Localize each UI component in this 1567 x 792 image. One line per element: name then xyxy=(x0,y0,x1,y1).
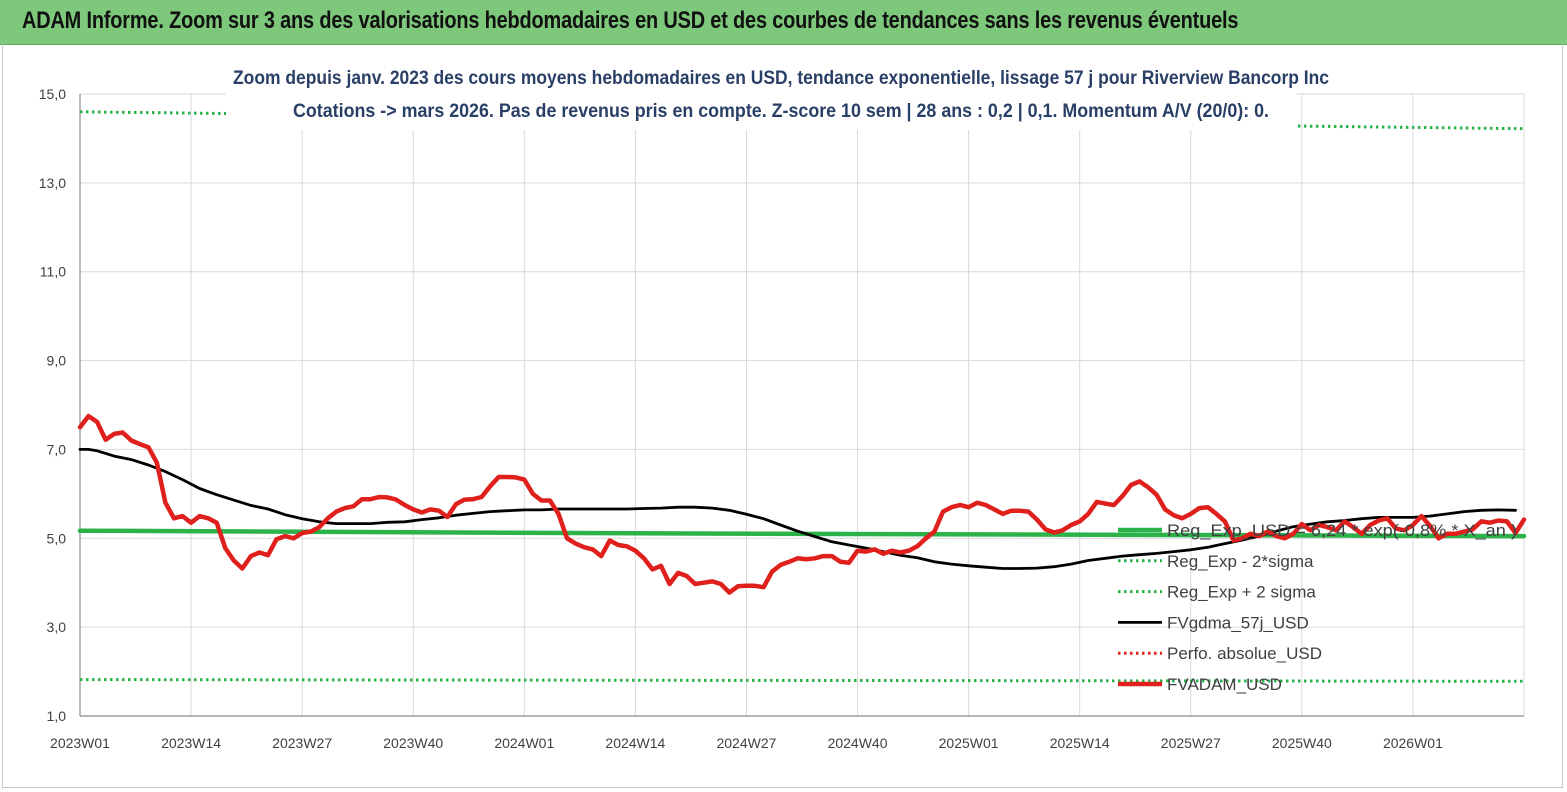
x-tick-label: 2026W01 xyxy=(1383,735,1443,751)
legend-label: Reg_Exp - 2*sigma xyxy=(1167,552,1314,571)
chart-frame xyxy=(2,44,1563,788)
x-tick-label: 2024W27 xyxy=(716,735,776,751)
y-tick-label: 7,0 xyxy=(47,441,67,457)
chart-subtitle: Cotations -> mars 2026. Pas de revenus p… xyxy=(293,101,1269,122)
x-tick-label: 2023W14 xyxy=(161,735,221,751)
legend-label: Perfo. absolue_USD xyxy=(1167,644,1322,663)
y-tick-label: 5,0 xyxy=(47,530,67,546)
x-tick-label: 2024W01 xyxy=(494,735,554,751)
report-title: ADAM Informe. Zoom sur 3 ans des valoris… xyxy=(22,7,1239,34)
y-tick-label: 1,0 xyxy=(47,708,67,724)
x-tick-label: 2025W27 xyxy=(1161,735,1221,751)
y-tick-label: 13,0 xyxy=(39,175,66,191)
legend-label: Reg_Exp + 2 sigma xyxy=(1167,583,1316,602)
y-axis-ticks: 1,0 3,0 5,0 7,0 9,0 11,0 13,0 15,0 xyxy=(39,86,66,724)
chart-title: Zoom depuis janv. 2023 des cours moyens … xyxy=(233,68,1329,89)
y-tick-label: 9,0 xyxy=(47,353,67,369)
report-banner: ADAM Informe. Zoom sur 3 ans des valoris… xyxy=(0,0,1567,45)
chart-legend: Reg_Exp_USD = 6,24 * exp(-0,8% * X_an ) R… xyxy=(1118,521,1517,694)
legend-label: FVgdma_57j_USD xyxy=(1167,613,1309,632)
series-line xyxy=(77,528,1527,539)
x-tick-label: 2025W14 xyxy=(1050,735,1110,751)
x-axis-ticks: 2023W01 2023W14 2023W27 2023W40 2024W01 2024W… xyxy=(50,735,1443,751)
title-backdrop xyxy=(226,60,1296,130)
y-tick-label: 3,0 xyxy=(47,619,67,635)
x-tick-label: 2024W14 xyxy=(605,735,665,751)
y-tick-label: 15,0 xyxy=(39,86,66,102)
legend-label: FVADAM_USD xyxy=(1167,675,1282,694)
x-tick-label: 2023W01 xyxy=(50,735,110,751)
legend-label: Reg_Exp_USD = 6,24 * exp(-0,8% * X_an ) xyxy=(1167,521,1517,540)
x-tick-label: 2023W40 xyxy=(383,735,443,751)
x-tick-label: 2025W40 xyxy=(1272,735,1332,751)
series-line xyxy=(78,448,1517,570)
x-tick-label: 2024W40 xyxy=(828,735,888,751)
series-line xyxy=(79,678,1525,683)
y-tick-label: 11,0 xyxy=(40,264,66,280)
x-tick-label: 2025W01 xyxy=(939,735,999,751)
series-line xyxy=(77,413,1527,595)
x-tick-label: 2023W27 xyxy=(272,735,332,751)
